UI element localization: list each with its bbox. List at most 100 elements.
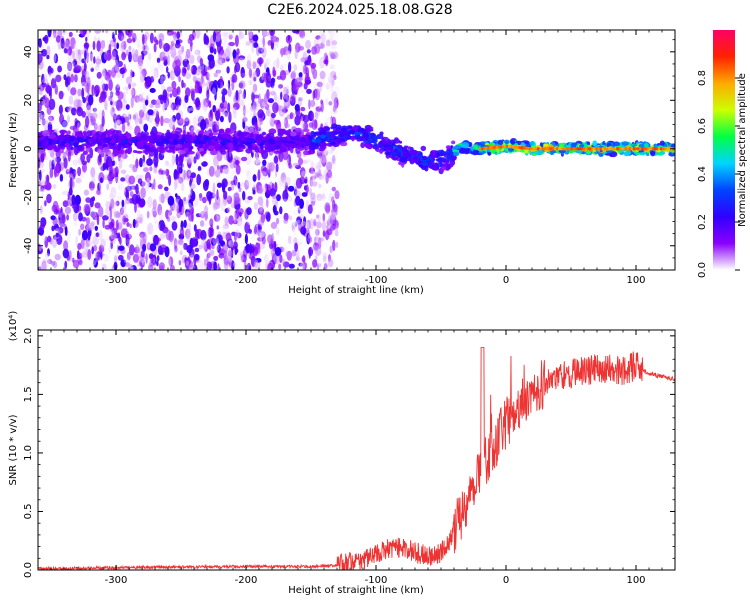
- noise-speckle: [322, 149, 329, 157]
- ridge-core: [599, 147, 602, 151]
- noise-speckle: [116, 60, 123, 68]
- noise-speckle: [233, 83, 239, 91]
- noise-speckle: [228, 257, 233, 268]
- noise-speckle: [193, 256, 197, 266]
- ridge-cell: [121, 139, 129, 144]
- noise-speckle: [233, 212, 238, 223]
- ridge-core: [481, 147, 484, 151]
- noise-speckle: [81, 81, 89, 87]
- noise-speckle: [41, 49, 48, 57]
- noise-speckle: [96, 71, 102, 79]
- noise-speckle: [52, 32, 57, 42]
- noise-speckle: [255, 257, 262, 263]
- noise-speckle: [55, 156, 62, 163]
- noise-speckle: [143, 224, 148, 229]
- noise-speckle: [66, 106, 73, 112]
- noise-speckle: [259, 86, 264, 91]
- noise-speckle: [139, 174, 144, 180]
- noise-speckle: [137, 43, 145, 52]
- noise-speckle: [153, 43, 157, 53]
- ridge-cell: [644, 143, 649, 148]
- noise-speckle: [259, 37, 264, 46]
- noise-speckle: [100, 162, 103, 175]
- ridge-cell: [342, 129, 349, 136]
- ridge-cell: [290, 131, 297, 137]
- ridge-cell: [64, 143, 70, 147]
- noise-speckle: [170, 46, 177, 58]
- noise-speckle: [298, 72, 303, 78]
- noise-speckle: [69, 177, 73, 189]
- noise-speckle: [63, 157, 68, 169]
- noise-speckle: [77, 88, 82, 97]
- noise-speckle: [108, 95, 113, 102]
- colorbar-tick-label: 0.6: [697, 118, 708, 134]
- noise-speckle: [334, 190, 340, 200]
- noise-speckle: [212, 186, 216, 197]
- noise-speckle: [119, 188, 126, 194]
- noise-speckle: [167, 195, 175, 206]
- noise-speckle: [190, 41, 193, 52]
- noise-speckle: [143, 123, 149, 132]
- noise-speckle: [62, 200, 69, 208]
- ridge-core: [501, 145, 505, 149]
- noise-speckle: [38, 262, 42, 270]
- ridge-core: [614, 147, 617, 151]
- noise-speckle: [114, 101, 117, 106]
- noise-speckle: [284, 176, 291, 186]
- noise-speckle: [267, 40, 273, 46]
- noise-speckle: [92, 40, 96, 51]
- noise-speckle: [139, 258, 146, 268]
- noise-speckle: [86, 30, 90, 38]
- noise-speckle: [194, 228, 200, 241]
- noise-speckle: [325, 39, 331, 47]
- ridge-cell: [106, 129, 113, 136]
- noise-speckle: [71, 194, 76, 206]
- noise-speckle: [303, 216, 307, 228]
- noise-speckle: [120, 207, 124, 216]
- noise-speckle: [183, 169, 186, 180]
- noise-speckle: [270, 112, 276, 119]
- noise-speckle: [116, 125, 123, 131]
- noise-speckle: [319, 82, 322, 93]
- noise-speckle: [323, 59, 329, 65]
- noise-speckle: [221, 225, 229, 231]
- noise-speckle: [317, 37, 322, 48]
- noise-speckle: [38, 111, 43, 123]
- noise-speckle: [86, 217, 90, 226]
- ridge-cell: [460, 144, 468, 148]
- noise-speckle: [216, 189, 219, 201]
- noise-speckle: [298, 30, 305, 38]
- noise-speckle: [166, 31, 173, 37]
- noise-speckle: [330, 108, 334, 117]
- ridge-cell: [225, 127, 232, 134]
- noise-speckle: [323, 252, 327, 261]
- noise-speckle: [150, 65, 157, 77]
- noise-speckle: [302, 64, 307, 75]
- noise-speckle: [185, 228, 191, 239]
- noise-speckle: [247, 31, 251, 36]
- noise-speckle: [302, 114, 310, 123]
- noise-speckle: [200, 119, 207, 131]
- noise-speckle: [253, 226, 258, 235]
- noise-speckle: [328, 75, 334, 84]
- ridge-core: [553, 147, 557, 151]
- noise-speckle: [124, 116, 130, 123]
- noise-speckle: [189, 206, 194, 215]
- noise-speckle: [206, 86, 209, 95]
- noise-speckle: [139, 258, 146, 263]
- noise-speckle: [257, 121, 261, 130]
- noise-speckle: [307, 204, 313, 215]
- ridge-cell: [210, 149, 218, 156]
- noise-speckle: [136, 35, 142, 48]
- noise-speckle: [116, 42, 120, 50]
- noise-speckle: [81, 230, 89, 241]
- noise-speckle: [93, 36, 97, 43]
- ridge-cell: [73, 142, 79, 148]
- noise-speckle: [225, 45, 232, 58]
- noise-speckle: [144, 99, 149, 106]
- noise-speckle: [292, 162, 300, 167]
- noise-speckle: [57, 219, 64, 225]
- noise-speckle: [331, 196, 335, 203]
- noise-speckle: [324, 202, 331, 213]
